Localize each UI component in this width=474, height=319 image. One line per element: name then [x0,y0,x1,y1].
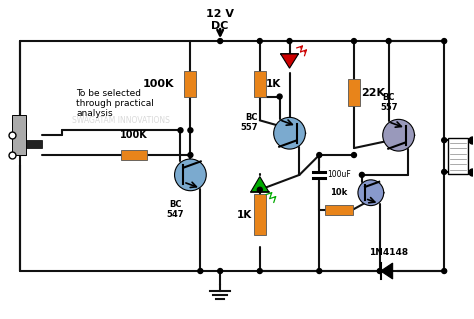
Text: 10k: 10k [330,188,348,197]
Circle shape [352,39,356,43]
Circle shape [198,269,203,273]
Circle shape [287,39,292,43]
Circle shape [317,152,322,158]
Bar [26,140,42,148]
Text: 100K: 100K [120,130,148,140]
Circle shape [273,117,305,149]
Circle shape [188,128,193,133]
Bar [184,71,196,97]
Circle shape [257,39,262,43]
Circle shape [359,172,365,177]
Polygon shape [381,263,392,279]
Circle shape [377,269,382,273]
Bar [448,138,468,174]
Text: SWAGATAM INNOVATIONS: SWAGATAM INNOVATIONS [72,116,170,125]
Text: To be selected
through practical
analysis: To be selected through practical analysi… [76,89,154,118]
Circle shape [386,39,391,43]
Bar [121,150,147,160]
Polygon shape [251,176,269,192]
Bar [348,79,360,107]
Bar [254,71,266,97]
Text: 100uF: 100uF [327,170,351,179]
Text: 22K: 22K [361,88,385,98]
Bar [254,194,266,235]
Circle shape [442,138,447,143]
Circle shape [257,187,262,192]
Text: BC
547: BC 547 [167,200,184,219]
Circle shape [218,269,223,273]
Circle shape [442,39,447,43]
Bar [325,204,353,214]
Circle shape [257,269,262,273]
Circle shape [383,119,414,151]
Text: 100K: 100K [143,79,174,89]
Circle shape [174,159,206,191]
Text: BC
557: BC 557 [240,113,258,132]
Circle shape [277,94,282,99]
Text: 1K: 1K [266,79,281,89]
Circle shape [358,180,384,205]
Circle shape [317,269,322,273]
Circle shape [442,269,447,273]
Text: BC
557: BC 557 [380,93,397,112]
Polygon shape [281,54,299,68]
Circle shape [442,169,447,174]
Text: 12 V
DC: 12 V DC [206,9,234,31]
Circle shape [218,39,223,43]
Circle shape [352,152,356,158]
Circle shape [188,152,193,158]
Text: 1K: 1K [237,210,252,219]
Bar [12,115,26,155]
Text: 1N4148: 1N4148 [369,248,408,257]
Circle shape [178,128,183,133]
